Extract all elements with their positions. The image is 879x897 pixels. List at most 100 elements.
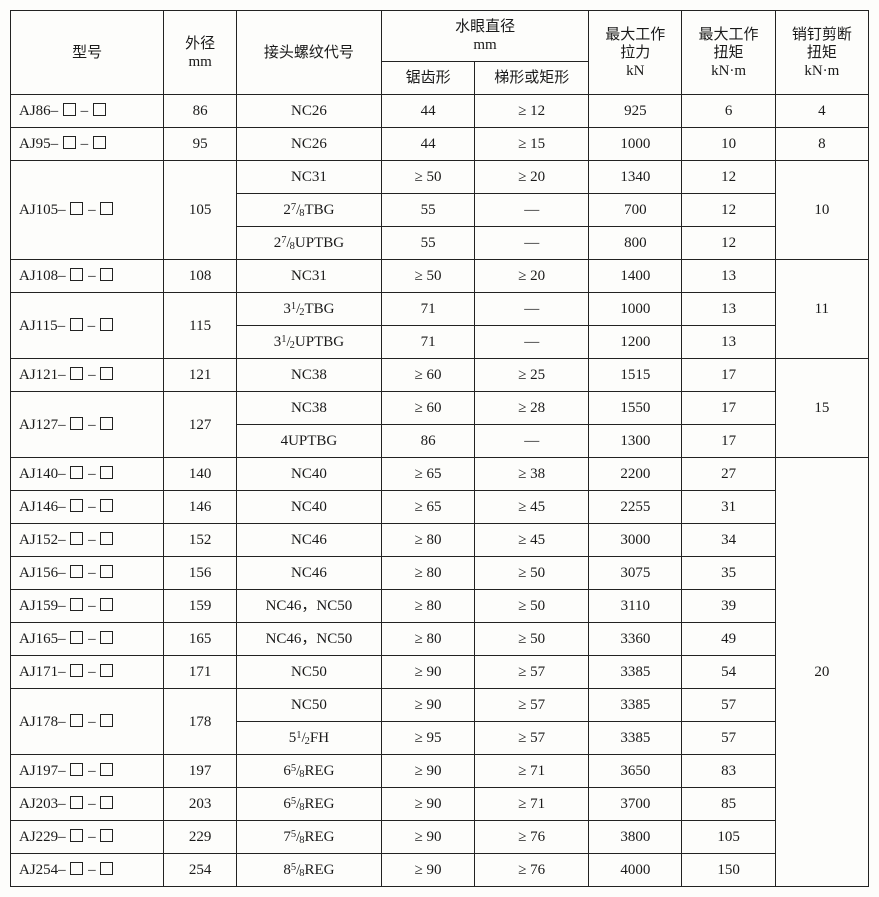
cell-torque: 6 bbox=[682, 95, 775, 128]
cell-torque: 12 bbox=[682, 194, 775, 227]
cell-tension: 1200 bbox=[589, 326, 682, 359]
cell-od: 171 bbox=[164, 656, 237, 689]
cell-saw: 55 bbox=[381, 227, 474, 260]
col-tension: 最大工作拉力kN bbox=[589, 11, 682, 95]
table-row: AJ108– – 108NC31≥ 50≥ 2014001311 bbox=[11, 260, 869, 293]
cell-tension: 3700 bbox=[589, 788, 682, 821]
cell-saw: ≥ 60 bbox=[381, 359, 474, 392]
cell-thread: 75/8REG bbox=[236, 821, 381, 854]
cell-trap: ≥ 12 bbox=[475, 95, 589, 128]
cell-od: 86 bbox=[164, 95, 237, 128]
cell-tension: 1515 bbox=[589, 359, 682, 392]
cell-model: AJ127– – bbox=[11, 392, 164, 458]
cell-model: AJ152– – bbox=[11, 524, 164, 557]
cell-trap: — bbox=[475, 425, 589, 458]
cell-model: AJ178– – bbox=[11, 689, 164, 755]
cell-thread: 27/8TBG bbox=[236, 194, 381, 227]
cell-trap: — bbox=[475, 227, 589, 260]
cell-model: AJ108– – bbox=[11, 260, 164, 293]
cell-trap: ≥ 76 bbox=[475, 854, 589, 887]
cell-od: 197 bbox=[164, 755, 237, 788]
cell-thread: 65/8REG bbox=[236, 788, 381, 821]
cell-shear: 4 bbox=[775, 95, 868, 128]
cell-od: 178 bbox=[164, 689, 237, 755]
col-thread: 接头螺纹代号 bbox=[236, 11, 381, 95]
cell-torque: 13 bbox=[682, 326, 775, 359]
cell-model: AJ229– – bbox=[11, 821, 164, 854]
cell-saw: ≥ 90 bbox=[381, 854, 474, 887]
cell-torque: 54 bbox=[682, 656, 775, 689]
cell-thread: NC26 bbox=[236, 95, 381, 128]
cell-trap: ≥ 71 bbox=[475, 788, 589, 821]
cell-tension: 1000 bbox=[589, 293, 682, 326]
cell-saw: ≥ 80 bbox=[381, 623, 474, 656]
cell-torque: 13 bbox=[682, 260, 775, 293]
cell-shear: 15 bbox=[775, 359, 868, 458]
col-bore-trap: 梯形或矩形 bbox=[475, 62, 589, 95]
cell-tension: 3385 bbox=[589, 722, 682, 755]
cell-trap: ≥ 45 bbox=[475, 491, 589, 524]
cell-model: AJ165– – bbox=[11, 623, 164, 656]
col-shear: 销钉剪断扭矩kN·m bbox=[775, 11, 868, 95]
cell-trap: ≥ 45 bbox=[475, 524, 589, 557]
cell-thread: NC26 bbox=[236, 128, 381, 161]
cell-tension: 925 bbox=[589, 95, 682, 128]
cell-od: 203 bbox=[164, 788, 237, 821]
cell-torque: 17 bbox=[682, 392, 775, 425]
cell-saw: ≥ 90 bbox=[381, 821, 474, 854]
cell-torque: 12 bbox=[682, 161, 775, 194]
cell-tension: 1000 bbox=[589, 128, 682, 161]
table-header: 型号 外径mm 接头螺纹代号 水眼直径mm 最大工作拉力kN 最大工作扭矩kN·… bbox=[11, 11, 869, 95]
cell-model: AJ156– – bbox=[11, 557, 164, 590]
cell-tension: 3110 bbox=[589, 590, 682, 623]
cell-torque: 34 bbox=[682, 524, 775, 557]
cell-saw: 71 bbox=[381, 326, 474, 359]
cell-od: 127 bbox=[164, 392, 237, 458]
col-torque: 最大工作扭矩kN·m bbox=[682, 11, 775, 95]
col-model: 型号 bbox=[11, 11, 164, 95]
cell-saw: 71 bbox=[381, 293, 474, 326]
cell-shear: 10 bbox=[775, 161, 868, 260]
cell-tension: 4000 bbox=[589, 854, 682, 887]
table-row: AJ115– – 11531/2TBG71—100013 bbox=[11, 293, 869, 326]
cell-trap: — bbox=[475, 293, 589, 326]
cell-model: AJ254– – bbox=[11, 854, 164, 887]
cell-trap: ≥ 57 bbox=[475, 689, 589, 722]
cell-model: AJ171– – bbox=[11, 656, 164, 689]
cell-trap: ≥ 28 bbox=[475, 392, 589, 425]
cell-saw: ≥ 60 bbox=[381, 392, 474, 425]
cell-od: 140 bbox=[164, 458, 237, 491]
cell-od: 115 bbox=[164, 293, 237, 359]
cell-thread: NC46，NC50 bbox=[236, 623, 381, 656]
cell-thread: NC40 bbox=[236, 458, 381, 491]
cell-shear: 8 bbox=[775, 128, 868, 161]
cell-trap: ≥ 57 bbox=[475, 722, 589, 755]
cell-trap: ≥ 50 bbox=[475, 623, 589, 656]
cell-tension: 3075 bbox=[589, 557, 682, 590]
cell-od: 159 bbox=[164, 590, 237, 623]
table-row: AJ127– – 127NC38≥ 60≥ 28155017 bbox=[11, 392, 869, 425]
cell-thread: NC38 bbox=[236, 392, 381, 425]
table-row: AJ159– – 159NC46，NC50≥ 80≥ 50311039 bbox=[11, 590, 869, 623]
cell-trap: — bbox=[475, 194, 589, 227]
cell-torque: 31 bbox=[682, 491, 775, 524]
cell-thread: 4UPTBG bbox=[236, 425, 381, 458]
cell-trap: ≥ 20 bbox=[475, 161, 589, 194]
cell-thread: 31/2UPTBG bbox=[236, 326, 381, 359]
cell-trap: ≥ 25 bbox=[475, 359, 589, 392]
cell-tension: 800 bbox=[589, 227, 682, 260]
cell-torque: 49 bbox=[682, 623, 775, 656]
cell-torque: 27 bbox=[682, 458, 775, 491]
col-outer-dia: 外径mm bbox=[164, 11, 237, 95]
cell-thread: NC38 bbox=[236, 359, 381, 392]
table-row: AJ146– – 146NC40≥ 65≥ 45225531 bbox=[11, 491, 869, 524]
cell-thread: NC40 bbox=[236, 491, 381, 524]
cell-saw: ≥ 90 bbox=[381, 788, 474, 821]
cell-torque: 39 bbox=[682, 590, 775, 623]
cell-torque: 17 bbox=[682, 425, 775, 458]
cell-tension: 3360 bbox=[589, 623, 682, 656]
cell-thread: NC50 bbox=[236, 656, 381, 689]
cell-trap: ≥ 20 bbox=[475, 260, 589, 293]
table-row: AJ254– – 25485/8REG≥ 90≥ 764000150 bbox=[11, 854, 869, 887]
cell-od: 105 bbox=[164, 161, 237, 260]
